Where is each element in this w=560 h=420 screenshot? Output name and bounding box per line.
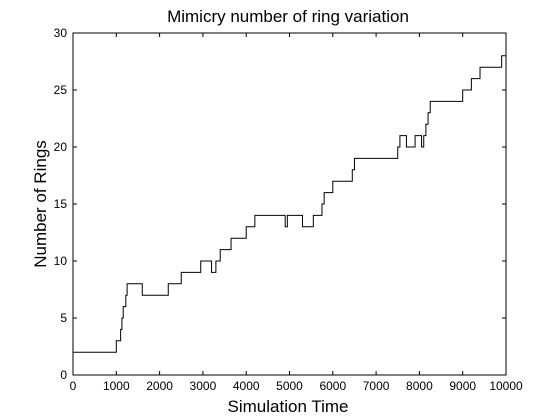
x-tick-label: 6000 — [319, 379, 346, 393]
x-tick-label: 8000 — [406, 379, 433, 393]
y-tick-label: 10 — [54, 254, 68, 268]
x-tick-label: 10000 — [489, 379, 523, 393]
x-axis-title: Simulation Time — [228, 397, 349, 416]
y-tick-label: 20 — [54, 140, 68, 154]
y-tick-label: 30 — [54, 26, 68, 40]
plot-area — [72, 32, 507, 376]
chart-title: Mimicry number of ring variation — [167, 7, 409, 26]
x-tick-label: 4000 — [233, 379, 260, 393]
x-tick-label: 1000 — [103, 379, 130, 393]
x-tick-label: 3000 — [190, 379, 217, 393]
y-axis-title: Number of Rings — [31, 140, 50, 268]
x-tick-label: 9000 — [449, 379, 476, 393]
y-tick-label: 5 — [60, 311, 67, 325]
y-tick-label: 0 — [60, 368, 67, 382]
y-tick-label: 25 — [54, 83, 68, 97]
x-tick-label: 7000 — [363, 379, 390, 393]
x-tick-label: 2000 — [146, 379, 173, 393]
x-axis: 0 1000 2000 3000 4000 5000 6000 7000 8000 9000 100… — [70, 33, 523, 393]
series-line — [73, 55, 506, 353]
x-tick-label: 0 — [70, 379, 77, 393]
x-tick-label: 5000 — [276, 379, 303, 393]
y-tick-label: 15 — [54, 197, 68, 211]
y-axis: 0 5 10 15 20 25 30 — [54, 26, 506, 382]
